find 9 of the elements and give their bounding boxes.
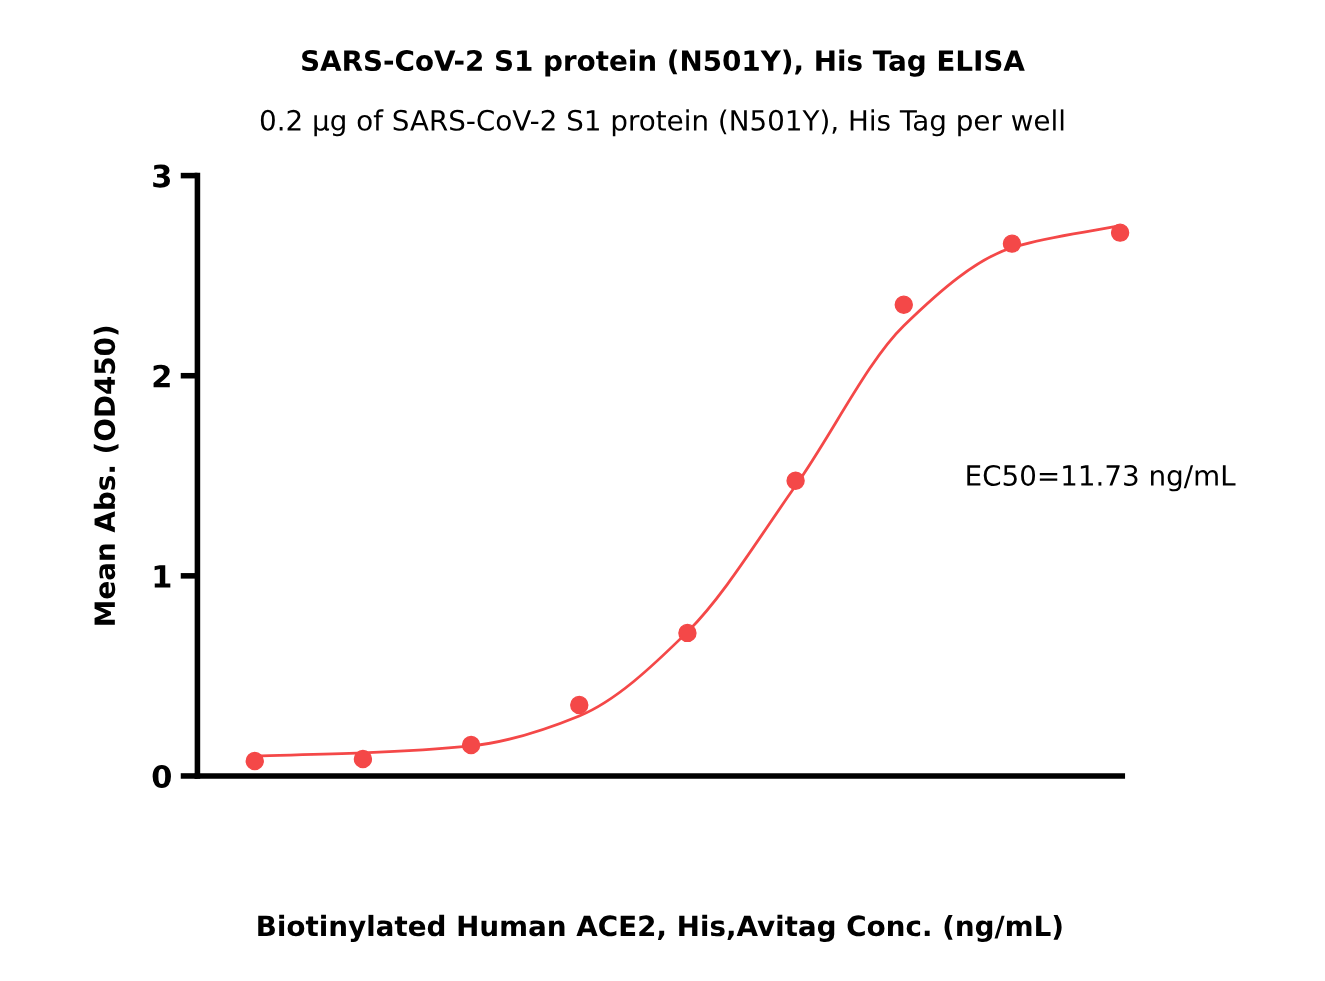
y-axis-title: Mean Abs. (OD450) xyxy=(93,326,119,625)
y-tick-label: 0 xyxy=(152,764,171,789)
annotation: EC50=11.73 ng/mL xyxy=(967,464,1236,492)
y-tick-label: 1 xyxy=(154,565,171,588)
y-tick-label: 3 xyxy=(153,164,170,188)
y-tick-label: 2 xyxy=(153,364,170,388)
chart-subtitle: 0.2 μg of SARS-CoV-2 S1 protein (N501Y), His Tag per well xyxy=(260,109,1064,137)
chart-title: SARS-CoV-2 S1 protein (N501Y), His Tag ELISA xyxy=(302,49,1025,77)
x-axis-title: Biotinylated Human ACE2, His,Avitag Conc. (ng/mL) xyxy=(258,914,1062,942)
